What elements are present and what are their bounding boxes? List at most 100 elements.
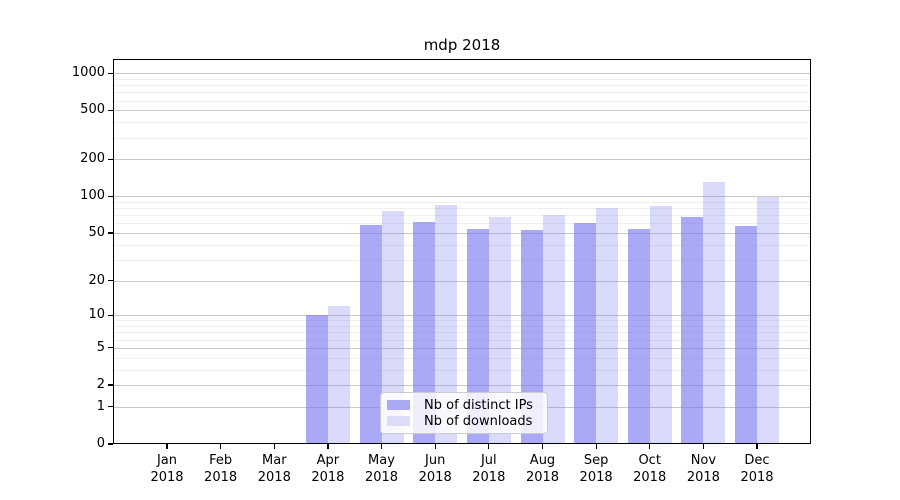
gridline-400	[113, 122, 811, 124]
gridline-10	[113, 315, 811, 317]
x-tick-label-nov: Nov 2018	[671, 452, 735, 486]
y-tick-label-10: 10	[88, 307, 105, 323]
bar-ips-apr	[305, 315, 328, 444]
gridline-900	[113, 78, 811, 80]
gridline-3	[113, 369, 811, 371]
y-tick-label-50: 50	[88, 224, 105, 240]
x-tick-mark-aug	[541, 444, 544, 449]
x-tick-label-line: 2018	[633, 470, 667, 485]
y-tick-label-200: 200	[80, 151, 105, 167]
x-tick-label-line: Feb	[209, 453, 233, 468]
x-tick-label-mar: Mar 2018	[242, 452, 306, 486]
x-tick-label-line: Apr	[316, 453, 340, 468]
x-tick-mark-oct	[649, 444, 651, 449]
x-tick-mark-may	[380, 444, 383, 449]
x-tick-label-line: Nov	[690, 453, 717, 468]
gridline-1000	[113, 73, 811, 75]
y-tick-mark-20	[108, 279, 113, 282]
bar-downloads-apr	[327, 306, 350, 444]
x-tick-mark-feb	[220, 444, 222, 449]
x-tick-label-line: Dec	[744, 453, 770, 468]
bar-ips-nov	[681, 216, 704, 444]
y-tick-label-20: 20	[88, 272, 105, 288]
x-tick-mark-mar	[273, 444, 275, 449]
gridline-60	[113, 223, 811, 225]
x-tick-label-jun: Jun 2018	[403, 452, 467, 486]
x-tick-mark-jun	[434, 444, 436, 449]
x-tick-label-line: 2018	[579, 470, 613, 485]
gridline-40	[113, 244, 811, 246]
x-tick-label-line: May	[368, 453, 395, 468]
legend-item-ips: Nb of distinct IPs	[387, 397, 539, 413]
y-tick-label-500: 500	[80, 102, 105, 118]
y-tick-mark-2	[108, 384, 113, 386]
y-tick-mark-1000	[108, 72, 113, 74]
gridline-90	[113, 201, 811, 203]
x-tick-label-line: Aug	[529, 453, 556, 468]
gridline-600	[113, 100, 811, 102]
bar-downloads-jun	[435, 204, 458, 444]
x-tick-label-line: 2018	[740, 470, 774, 485]
x-tick-label-line: Mar	[262, 453, 287, 468]
y-tick-label-5: 5	[96, 339, 105, 355]
x-tick-label-aug: Aug 2018	[511, 452, 575, 486]
gridline-9	[113, 320, 811, 322]
gridline-8	[113, 326, 811, 327]
x-tick-mark-apr	[327, 444, 329, 449]
y-tick-mark-5	[108, 347, 113, 349]
gridline-5	[113, 347, 811, 349]
y-tick-label-0: 0	[96, 436, 105, 451]
gridline-80	[113, 208, 811, 210]
legend-swatch-downloads	[387, 416, 410, 426]
y-tick-label-100: 100	[80, 188, 105, 204]
gridline-6	[113, 339, 811, 341]
bar-ips-sep	[574, 223, 597, 444]
gridline-30	[113, 259, 811, 261]
gridline-100	[113, 196, 811, 198]
legend-label: Nb of downloads	[424, 413, 533, 429]
bar-downloads-oct	[649, 205, 672, 444]
bar-downloads-nov	[703, 182, 726, 444]
gridline-4	[113, 357, 811, 359]
x-tick-label-line: Sep	[583, 453, 609, 468]
x-tick-label-line: 2018	[418, 470, 452, 485]
x-tick-label-oct: Oct 2018	[618, 452, 682, 486]
x-tick-label-line: 2018	[204, 470, 238, 485]
x-tick-mark-nov	[702, 444, 705, 449]
gridline-300	[113, 137, 811, 139]
x-tick-label-apr: Apr 2018	[296, 452, 360, 486]
x-tick-mark-jul	[488, 444, 490, 449]
y-tick-label-2: 2	[96, 377, 105, 392]
x-tick-label-line: 2018	[472, 470, 506, 485]
x-tick-label-line: Jul	[480, 453, 497, 468]
gridline-700	[113, 92, 811, 94]
x-tick-label-line: Oct	[638, 453, 661, 468]
bar-ips-jun	[413, 221, 436, 444]
x-tick-mark-jan	[166, 444, 168, 449]
x-tick-label-feb: Feb 2018	[189, 452, 253, 486]
legend-swatch-ips	[387, 400, 410, 410]
y-tick-mark-10	[108, 314, 113, 316]
x-tick-label-may: May 2018	[350, 452, 414, 486]
y-tick-mark-0	[108, 443, 113, 445]
gridline-20	[113, 280, 811, 282]
x-tick-label-line: 2018	[525, 470, 560, 485]
gridline-7	[113, 332, 811, 334]
x-tick-label-line: 2018	[150, 470, 184, 485]
bar-downloads-aug	[542, 215, 565, 444]
legend-label: Nb of distinct IPs	[424, 397, 533, 413]
x-tick-label-line: 2018	[364, 470, 399, 485]
gridline-500	[113, 110, 811, 112]
y-tick-mark-1	[108, 406, 113, 408]
x-tick-label-line: 2018	[311, 470, 345, 485]
bar-ips-may	[359, 225, 382, 444]
bar-ips-oct	[627, 228, 650, 444]
x-tick-label-line: Jun	[425, 453, 446, 468]
gridline-2	[113, 385, 811, 386]
legend-item-downloads: Nb of downloads	[387, 413, 539, 429]
bar-downloads-may	[381, 210, 404, 444]
bar-ips-aug	[520, 229, 543, 444]
x-tick-label-jul: Jul 2018	[457, 452, 521, 486]
x-tick-label-line: Jan	[156, 453, 178, 468]
